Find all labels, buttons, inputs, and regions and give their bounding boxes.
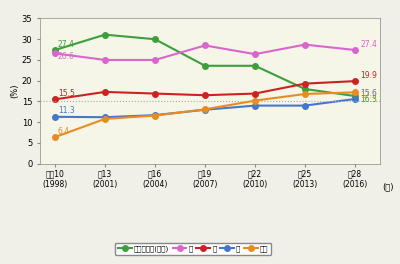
息子	[353, 91, 358, 94]
Text: 11.3: 11.3	[58, 106, 74, 115]
娘	[353, 79, 358, 83]
夫	[102, 116, 107, 119]
要	[253, 53, 258, 56]
夫	[303, 104, 308, 107]
息子	[102, 117, 107, 120]
Line: 娘: 娘	[52, 78, 358, 102]
子の配偶者(女性)	[102, 33, 107, 36]
子の配偶者(女性)	[253, 64, 258, 67]
息子	[202, 108, 207, 111]
Text: 19.9: 19.9	[360, 71, 378, 80]
夫	[253, 104, 258, 107]
娘	[253, 92, 258, 95]
子の配偶者(女性)	[53, 48, 58, 51]
要	[102, 58, 107, 62]
Text: (年): (年)	[382, 182, 394, 191]
息子	[253, 99, 258, 102]
Text: 15.6: 15.6	[360, 89, 378, 98]
Text: 27.4: 27.4	[360, 40, 378, 49]
子の配偶者(女性)	[202, 64, 207, 67]
娘	[102, 90, 107, 93]
Line: 息子: 息子	[52, 89, 358, 140]
Line: 夫: 夫	[52, 96, 358, 120]
要	[202, 44, 207, 47]
娘	[303, 82, 308, 85]
夫	[353, 97, 358, 101]
Y-axis label: (%): (%)	[10, 84, 19, 98]
要	[53, 52, 58, 55]
息子	[303, 92, 308, 96]
夫	[53, 115, 58, 118]
Line: 要: 要	[52, 42, 358, 63]
子の配偶者(女性)	[303, 87, 308, 91]
Legend: 子の配偶者(女性), 要, 娘, 夫, 息子: 子の配偶者(女性), 要, 娘, 夫, 息子	[115, 243, 271, 255]
Text: 26.6: 26.6	[58, 52, 75, 61]
Text: 16.3: 16.3	[360, 95, 378, 104]
Text: 17.2: 17.2	[360, 91, 377, 100]
要	[153, 58, 158, 62]
子の配偶者(女性)	[153, 38, 158, 41]
Text: 6.4: 6.4	[58, 127, 70, 136]
Text: 27.4: 27.4	[58, 40, 75, 49]
Line: 子の配偶者(女性): 子の配偶者(女性)	[52, 32, 358, 99]
Text: 15.5: 15.5	[58, 89, 75, 98]
娘	[153, 92, 158, 95]
娘	[53, 98, 58, 101]
夫	[153, 114, 158, 117]
要	[303, 43, 308, 46]
息子	[153, 114, 158, 117]
娘	[202, 94, 207, 97]
夫	[202, 108, 207, 111]
息子	[53, 135, 58, 139]
子の配偶者(女性)	[353, 95, 358, 98]
要	[353, 48, 358, 51]
